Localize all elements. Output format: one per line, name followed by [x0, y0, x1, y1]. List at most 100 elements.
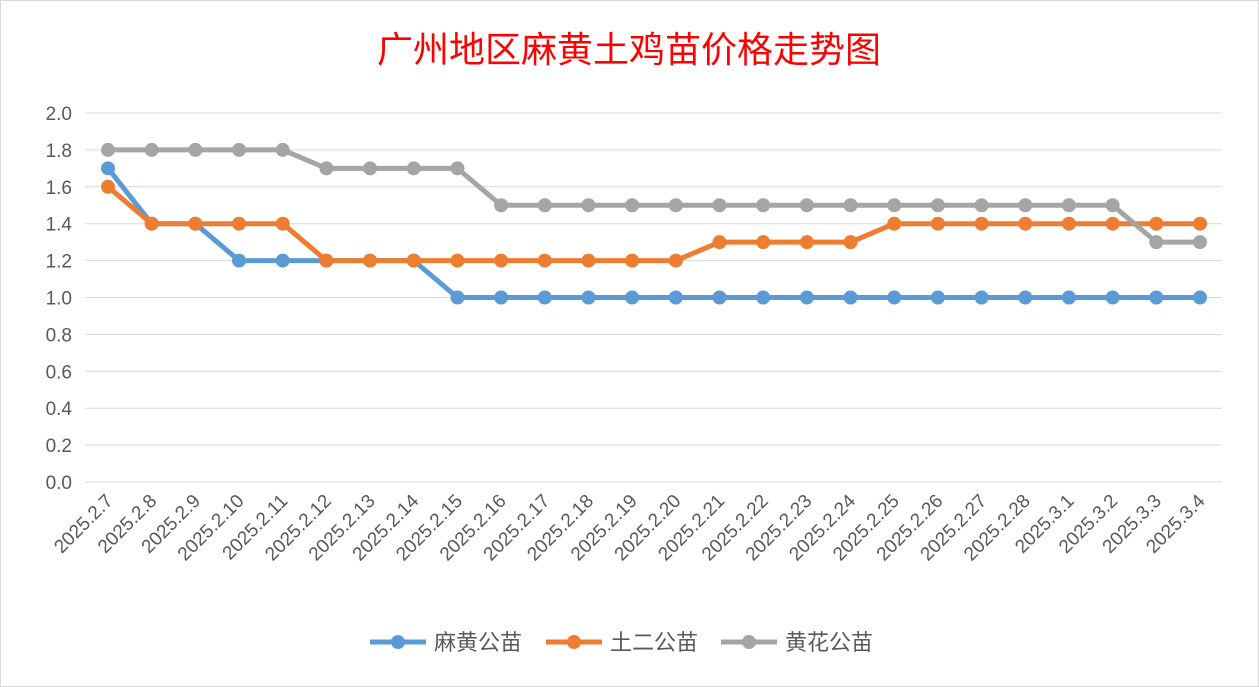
data-point: [843, 198, 858, 213]
data-point: [712, 290, 727, 305]
data-point: [494, 290, 509, 305]
data-point: [188, 142, 203, 157]
data-point: [101, 142, 115, 157]
data-point: [756, 198, 771, 213]
data-point: [494, 253, 509, 268]
data-point: [799, 290, 814, 305]
y-axis-ticks: 0.0 0.2 0.4 0.6 0.8 1.0 1.2 1.4 1.6 1.8 2.0: [46, 104, 73, 494]
y-tick-label: 1.2: [46, 252, 72, 273]
data-point: [450, 253, 465, 268]
data-point: [406, 253, 421, 268]
legend-label: 麻黄公苗: [434, 631, 522, 656]
data-point: [581, 198, 596, 213]
data-point: [712, 198, 727, 213]
data-point: [450, 161, 465, 176]
series-line: [105, 165, 1203, 300]
legend-item: 黄花公苗: [721, 631, 873, 656]
data-point: [363, 253, 378, 268]
data-point: [974, 198, 989, 213]
data-point: [494, 198, 509, 213]
data-point: [101, 179, 115, 194]
data-point: [756, 235, 771, 250]
data-point: [1018, 198, 1033, 213]
data-point: [887, 216, 902, 231]
data-point: [581, 290, 596, 305]
y-tick-label: 0.6: [46, 362, 72, 383]
series-1: [101, 179, 1207, 268]
data-point: [144, 216, 159, 231]
y-tick-label: 0.2: [46, 436, 72, 457]
data-point: [363, 161, 378, 176]
data-point: [625, 290, 640, 305]
chart-title: 广州地区麻黄土鸡苗价格走势图: [377, 30, 881, 71]
data-point: [1149, 216, 1164, 231]
y-tick-label: 0.8: [46, 325, 72, 346]
data-point: [232, 216, 247, 231]
data-point: [537, 290, 552, 305]
y-tick-label: 0.4: [46, 399, 73, 420]
data-point: [799, 235, 814, 250]
data-point: [101, 161, 115, 176]
data-point: [974, 216, 989, 231]
data-point: [930, 198, 945, 213]
series-line: [105, 184, 1203, 264]
data-point: [1061, 198, 1076, 213]
legend-label: 黄花公苗: [785, 631, 873, 656]
legend-marker: [567, 635, 581, 649]
data-point: [930, 290, 945, 305]
data-point: [275, 142, 290, 157]
series-2: [101, 142, 1207, 250]
data-point: [537, 198, 552, 213]
data-point: [1105, 198, 1120, 213]
data-point: [1149, 290, 1164, 305]
data-point: [1193, 290, 1207, 305]
series-lines: [101, 142, 1207, 305]
data-point: [581, 253, 596, 268]
data-point: [319, 161, 334, 176]
data-point: [1193, 216, 1207, 231]
y-tick-label: 1.0: [46, 289, 72, 310]
data-point: [144, 142, 159, 157]
y-tick-label: 1.6: [46, 178, 72, 199]
data-point: [887, 198, 902, 213]
legend: 麻黄公苗 土二公苗 黄花公苗: [370, 631, 873, 656]
data-point: [843, 235, 858, 250]
data-point: [668, 253, 683, 268]
data-point: [537, 253, 552, 268]
data-point: [668, 198, 683, 213]
legend-marker: [391, 635, 405, 649]
data-point: [232, 142, 247, 157]
legend-marker: [742, 635, 756, 649]
data-point: [232, 253, 247, 268]
data-point: [843, 290, 858, 305]
legend-item: 麻黄公苗: [370, 631, 522, 656]
data-point: [319, 253, 334, 268]
data-point: [625, 198, 640, 213]
y-tick-label: 0.0: [46, 473, 72, 494]
data-point: [1105, 290, 1120, 305]
legend-label: 土二公苗: [610, 631, 698, 656]
data-point: [1018, 216, 1033, 231]
data-point: [668, 290, 683, 305]
data-point: [974, 290, 989, 305]
data-point: [799, 198, 814, 213]
y-tick-label: 2.0: [46, 104, 72, 125]
data-point: [275, 253, 290, 268]
data-point: [1105, 216, 1120, 231]
data-point: [1061, 290, 1076, 305]
data-point: [1061, 216, 1076, 231]
data-point: [1018, 290, 1033, 305]
data-point: [188, 216, 203, 231]
data-point: [1193, 235, 1207, 250]
data-point: [275, 216, 290, 231]
data-point: [887, 290, 902, 305]
data-point: [625, 253, 640, 268]
legend-item: 土二公苗: [546, 631, 698, 656]
y-tick-label: 1.4: [46, 215, 73, 236]
data-point: [712, 235, 727, 250]
data-point: [450, 290, 465, 305]
data-point: [756, 290, 771, 305]
